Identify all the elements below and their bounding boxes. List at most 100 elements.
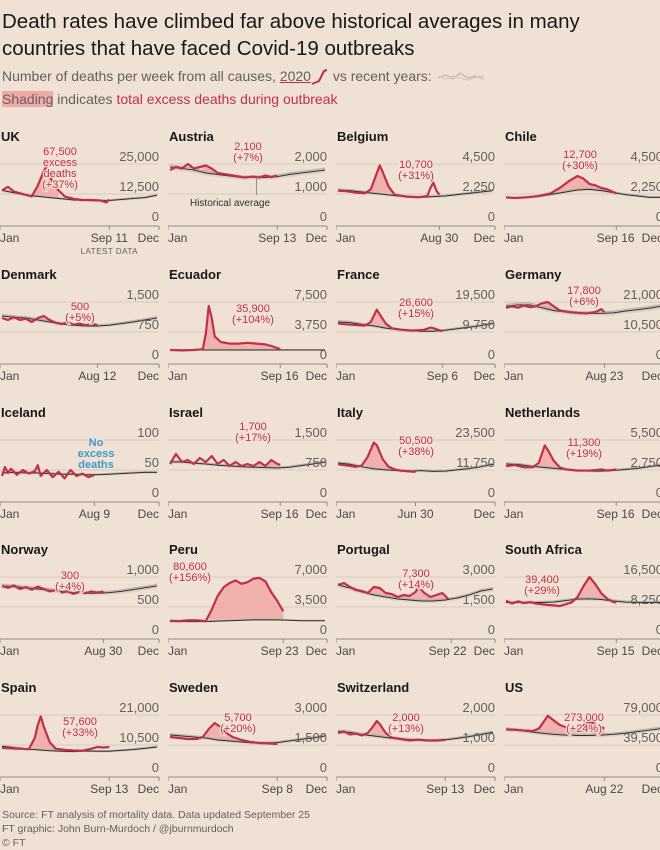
- excess-deaths-annotation: 300: [61, 570, 79, 582]
- historical-average-label: Historical average: [190, 198, 270, 209]
- y-tick-label: 25,000: [119, 149, 159, 164]
- x-label-end: Dec: [642, 782, 660, 796]
- legend-recent-years-icon: [437, 72, 484, 81]
- excess-deaths-annotation: 57,600: [63, 716, 97, 728]
- excess-deaths-annotation: 500: [71, 301, 89, 313]
- excess-deaths-shading: [370, 165, 392, 196]
- panel-chart: Italy 23,500 11,750 0 Jan Jun 30 Dec 50,500(+38…: [335, 405, 496, 521]
- panel-title: France: [337, 267, 380, 282]
- panel-title: Norway: [1, 542, 49, 557]
- x-label-latest: Sep 15: [597, 644, 635, 658]
- line-2020: [1, 584, 104, 595]
- y-tick-label: 1,500: [462, 592, 495, 607]
- excess-deaths-annotation: 10,700: [399, 159, 433, 171]
- panel-title: South Africa: [505, 542, 583, 557]
- y-tick-label: 100: [137, 425, 159, 440]
- x-label-end: Dec: [474, 644, 495, 658]
- y-tick-label: 2,250: [462, 179, 495, 194]
- y-tick-label: 10,500: [119, 730, 159, 745]
- y-tick-label: 1,000: [294, 179, 327, 194]
- x-label-latest: Sep 16: [261, 369, 299, 383]
- panel-sweden: Sweden 3,000 1,500 0 Jan Sep 8 Dec 5,700 (+20%): [167, 675, 330, 815]
- x-label-latest: Sep 16: [261, 507, 299, 521]
- excess-deaths-annotation: 11,300: [568, 437, 601, 449]
- panel-title: Denmark: [1, 267, 57, 282]
- x-label-start: Jan: [0, 507, 19, 521]
- excess-deaths-annotation: 67,500: [43, 146, 77, 158]
- line-2020: [337, 308, 443, 333]
- y-tick-label: 1,000: [462, 730, 495, 745]
- line-2020: [505, 300, 606, 315]
- x-label-start: Jan: [336, 782, 355, 796]
- y-tick-label: 3,000: [294, 700, 327, 715]
- x-label-end: Dec: [306, 507, 327, 521]
- excess-deaths-shading: [34, 166, 59, 199]
- x-label-start: Jan: [504, 782, 523, 796]
- excess-deaths-annotation: (+7%): [233, 152, 263, 164]
- panel-title: Belgium: [337, 129, 388, 144]
- panel-spain: Spain 21,000 10,500 0 Jan Sep 13 Dec 57,600 (+33…: [0, 675, 162, 815]
- line-2020: [337, 441, 416, 474]
- panel-chart: Israel 1,500 750 0 Jan Sep 16 Dec 1,700(+17%): [167, 405, 328, 521]
- x-label-end: Dec: [642, 644, 660, 658]
- panel-belgium: Belgium 4,500 2,250 0 Jan Aug 30 Dec 10,700 (+31…: [335, 124, 498, 264]
- y-tick-label: 500: [137, 592, 159, 607]
- y-tick-label: 9,750: [462, 317, 495, 332]
- excess-deaths-annotation: (+156%): [169, 572, 211, 584]
- line-2020: [337, 164, 441, 199]
- subtitle: Number of deaths per week from all cause…: [2, 68, 486, 86]
- excess-deaths-annotation: 17,800: [567, 285, 601, 297]
- x-label-end: Dec: [474, 507, 495, 521]
- panel-chart: France 19,500 9,750 0 Jan Sep 6 Dec 26,600(+15%…: [335, 267, 496, 383]
- x-label-latest: Aug 9: [79, 507, 111, 521]
- x-label-start: Jan: [336, 507, 355, 521]
- y-tick-label: 4,500: [462, 149, 495, 164]
- x-label-latest: Sep 8: [262, 782, 294, 796]
- panel-chart: Belgium 4,500 2,250 0 Jan Aug 30 Dec 10,700(+31…: [335, 129, 496, 245]
- line-2020: [505, 575, 617, 608]
- excess-deaths-annotation: 273,000: [564, 712, 604, 724]
- panel-germany: Germany 21,000 10,500 0 Jan Aug 23 Dec 17,800(+…: [503, 262, 660, 402]
- y-tick-label: 21,000: [623, 287, 660, 302]
- panel-title: Israel: [169, 405, 203, 420]
- excess-deaths-shading: [568, 577, 617, 602]
- y-tick-label: 50: [145, 455, 159, 470]
- y-tick-label: 0: [656, 622, 660, 637]
- panel-ecuador: Ecuador 7,500 3,750 0 Jan Sep 16 Dec 35,900 (+10…: [167, 262, 330, 402]
- excess-deaths-annotation: (+14%): [398, 579, 434, 591]
- panel-title: Ecuador: [169, 267, 221, 282]
- excess-deaths-annotation: 7,300: [402, 568, 430, 580]
- line-2020: [505, 444, 617, 472]
- panel-chart: South Africa 16,500 8,250 0 Jan Sep 15 Dec 39,4…: [503, 542, 660, 658]
- x-label-end: Dec: [642, 369, 660, 383]
- excess-deaths-annotation: 2,100: [234, 141, 262, 153]
- excess-deaths-annotation: 50,500: [399, 435, 433, 447]
- x-label-end: Dec: [138, 231, 159, 245]
- y-tick-label: 3,000: [462, 562, 495, 577]
- y-tick-label: 3,500: [294, 592, 327, 607]
- excess-deaths-annotation: (+17%): [235, 432, 271, 444]
- shading-description: total excess deaths during outbreak: [116, 91, 338, 107]
- y-tick-label: 0: [656, 209, 660, 224]
- excess-deaths-shading: [208, 577, 284, 622]
- excess-deaths-annotation: (+4%): [55, 581, 85, 593]
- x-label-start: Jan: [0, 231, 19, 245]
- panel-chart: Sweden 3,000 1,500 0 Jan Sep 8 Dec 5,700(+20%): [167, 680, 328, 796]
- excess-deaths-annotation: 2,000: [392, 712, 420, 724]
- y-tick-label: 79,000: [623, 700, 660, 715]
- x-label-start: Jan: [504, 644, 523, 658]
- subtitle-prefix: Number of deaths per week from all cause…: [2, 68, 276, 84]
- excess-deaths-annotation: (+29%): [524, 585, 560, 597]
- y-tick-label: 4,500: [630, 149, 660, 164]
- x-label-end: Dec: [306, 369, 327, 383]
- excess-deaths-annotation: (+30%): [562, 160, 598, 172]
- x-label-end: Dec: [306, 782, 327, 796]
- x-label-start: Jan: [168, 782, 187, 796]
- panel-title: Chile: [505, 129, 537, 144]
- y-tick-label: 0: [488, 760, 495, 775]
- panel-iceland: Iceland 100 50 0 Jan Aug 9 Dec No excess deaths: [0, 400, 162, 540]
- y-tick-label: 7,500: [294, 287, 327, 302]
- panel-france: France 19,500 9,750 0 Jan Sep 6 Dec 26,600 (+15%…: [335, 262, 498, 402]
- y-tick-label: 19,500: [455, 287, 495, 302]
